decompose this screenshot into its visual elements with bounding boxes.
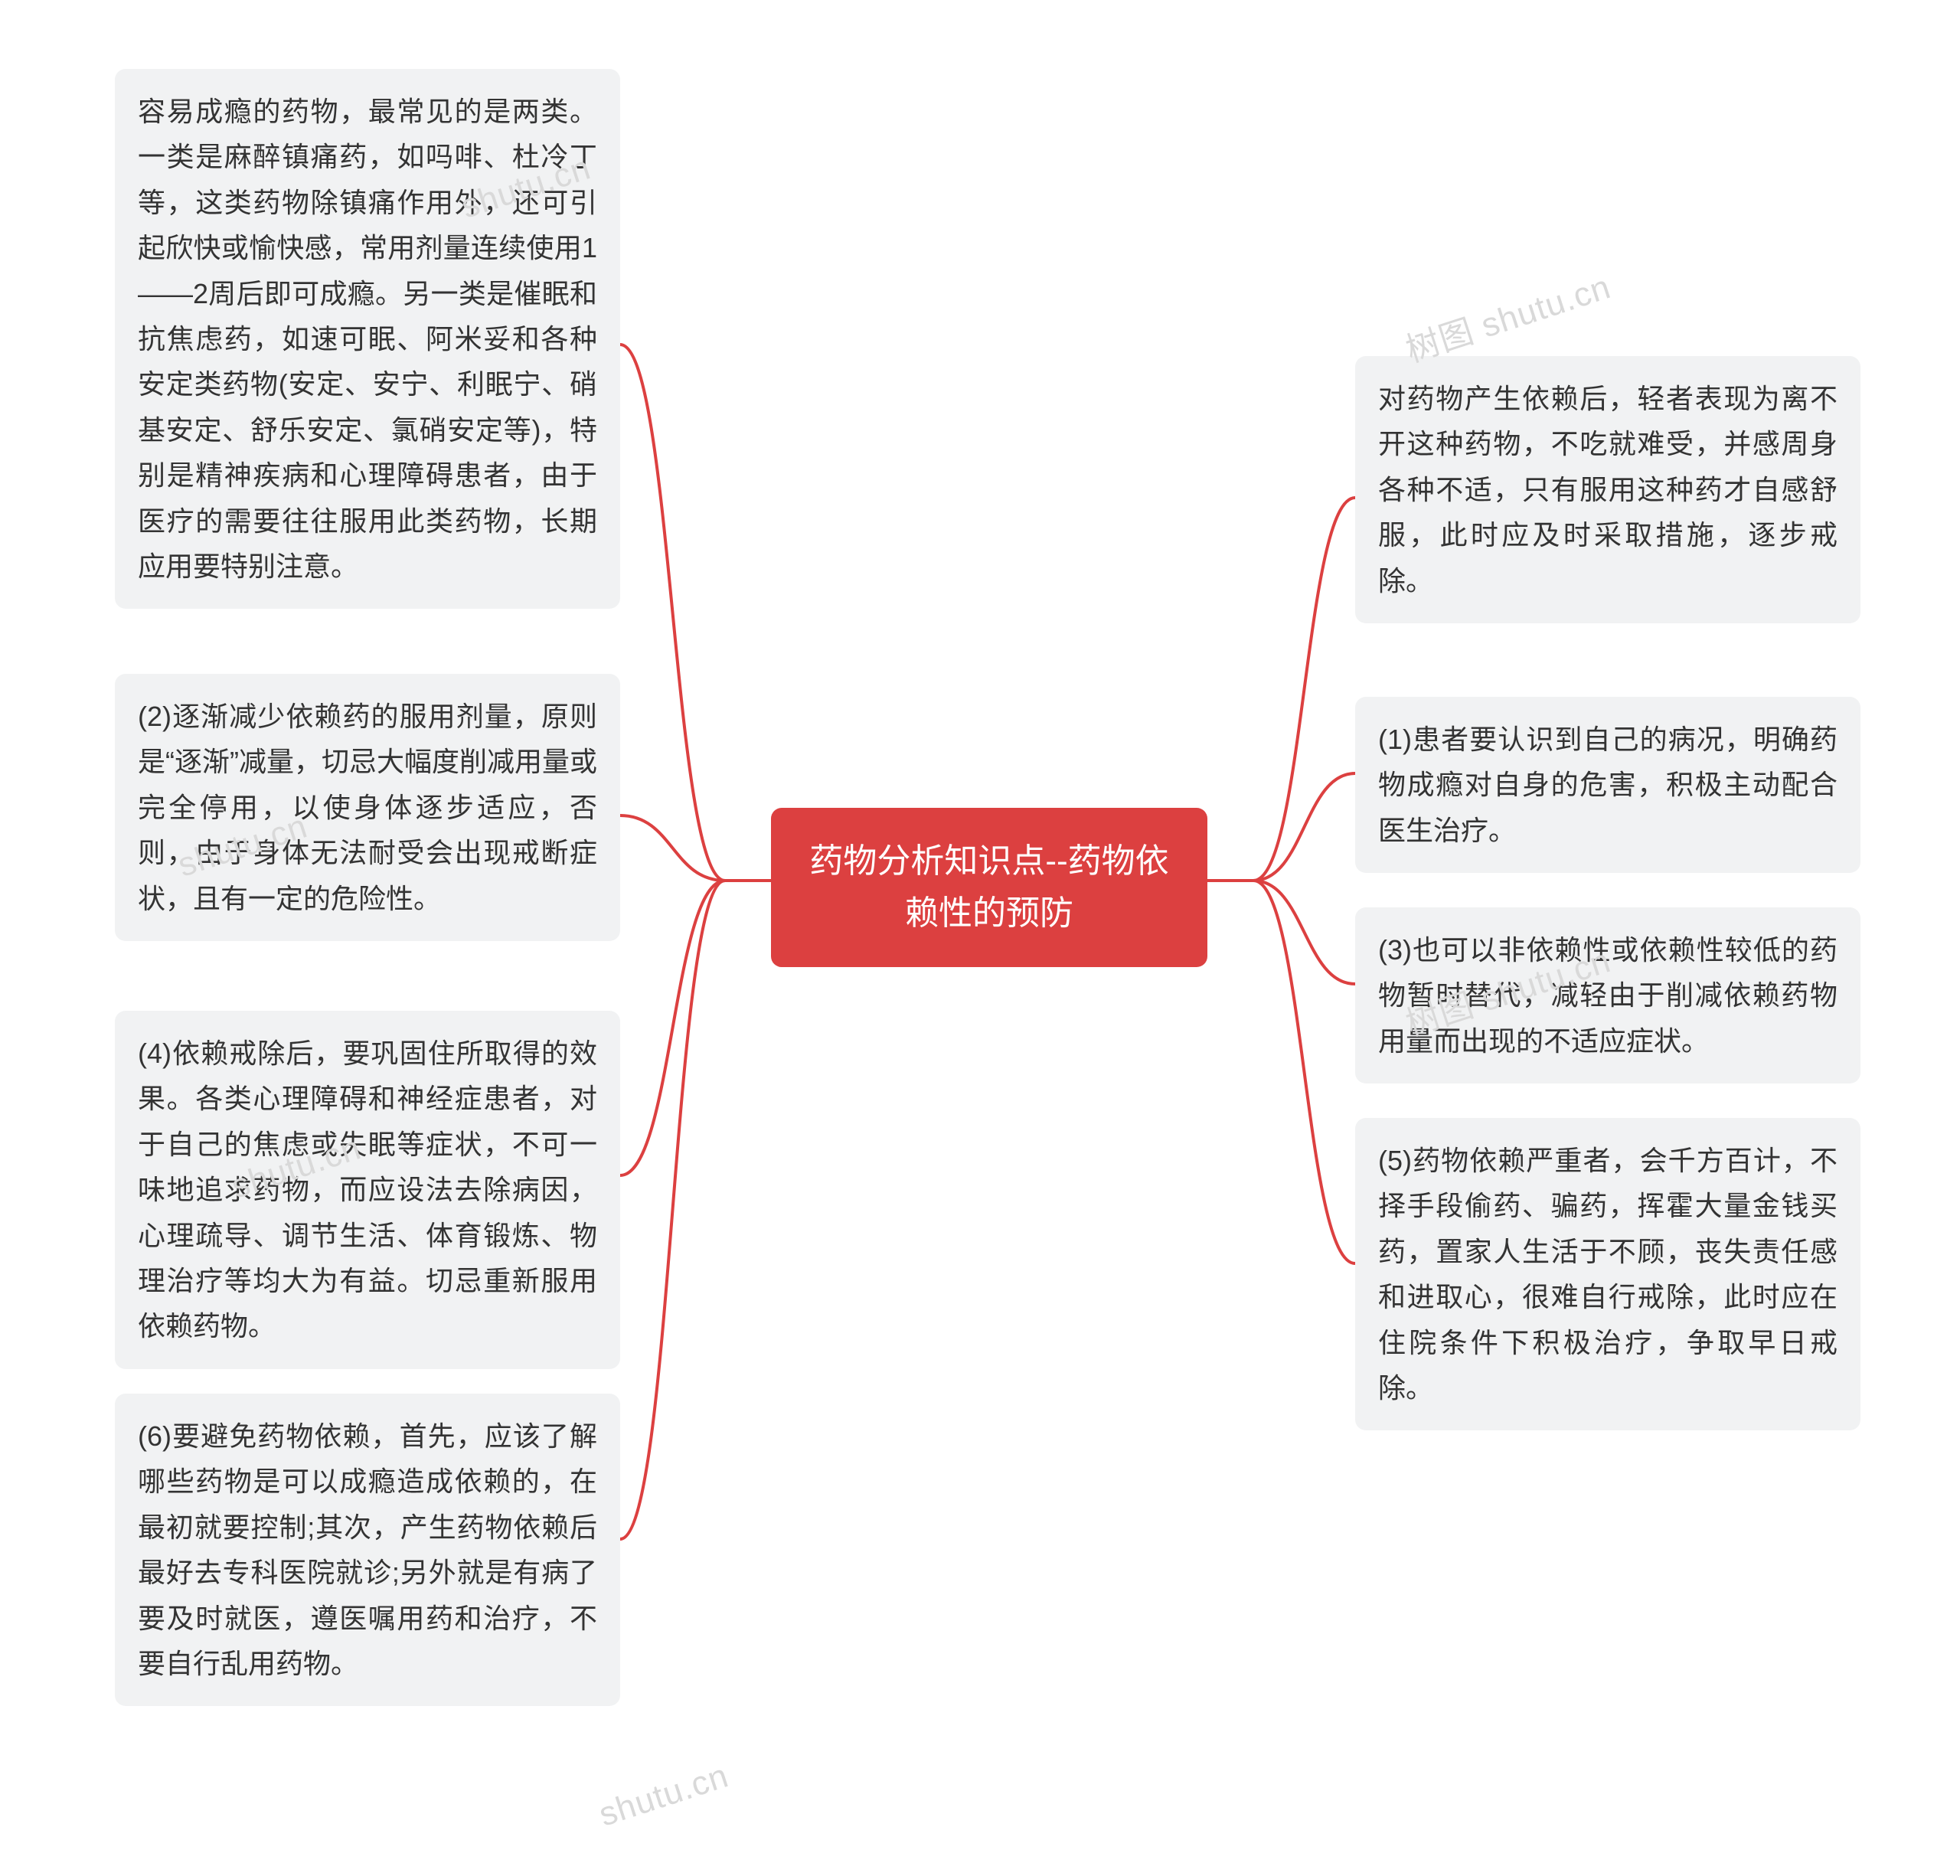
leaf-right-2[interactable]: (1)患者要认识到自己的病况，明确药物成瘾对自身的危害，积极主动配合医生治疗。 xyxy=(1355,697,1860,873)
leaf-right-4[interactable]: (5)药物依赖严重者，会千方百计，不择手段偷药、骗药，挥霍大量金钱买药，置家人生… xyxy=(1355,1118,1860,1430)
leaf-right-1[interactable]: 对药物产生依赖后，轻者表现为离不开这种药物，不吃就难受，并感周身各种不适，只有服… xyxy=(1355,356,1860,623)
leaf-left-3[interactable]: (4)依赖戒除后，要巩固住所取得的效果。各类心理障碍和神经症患者，对于自己的焦虑… xyxy=(115,1011,620,1369)
leaf-right-3[interactable]: (3)也可以非依赖性或依赖性较低的药物暂时替代，减轻由于削减依赖药物用量而出现的… xyxy=(1355,907,1860,1083)
mindmap-canvas: 药物分析知识点--药物依 赖性的预防 容易成瘾的药物，最常见的是两类。一类是麻醉… xyxy=(0,0,1960,1876)
leaf-left-1[interactable]: 容易成瘾的药物，最常见的是两类。一类是麻醉镇痛药，如吗啡、杜冷丁等，这类药物除镇… xyxy=(115,69,620,609)
leaf-left-2[interactable]: (2)逐渐减少依赖药的服用剂量，原则是“逐渐”减量，切忌大幅度削减用量或完全停用… xyxy=(115,674,620,941)
center-topic[interactable]: 药物分析知识点--药物依 赖性的预防 xyxy=(771,808,1207,967)
leaf-left-4[interactable]: (6)要避免药物依赖，首先，应该了解哪些药物是可以成瘾造成依赖的，在最初就要控制… xyxy=(115,1394,620,1706)
